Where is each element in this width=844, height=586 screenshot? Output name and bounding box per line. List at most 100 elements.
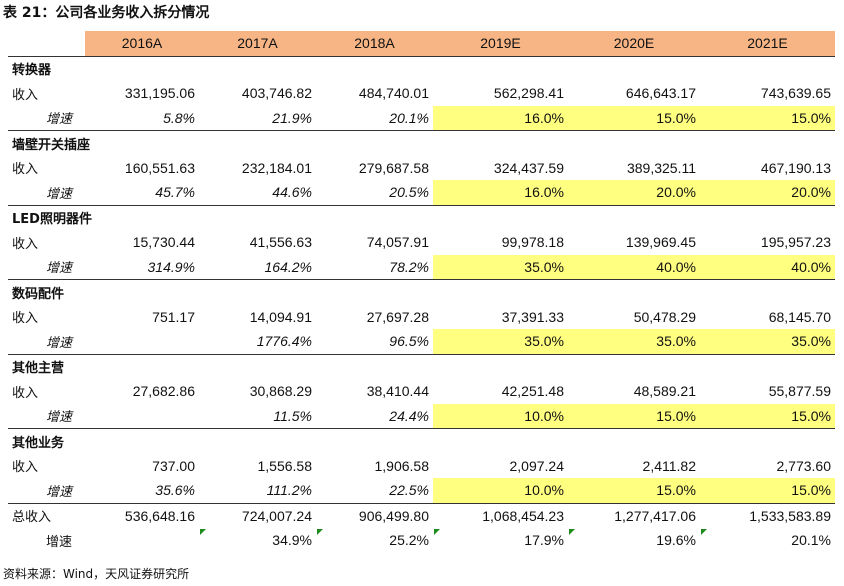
growth-cell: 78.2%	[389, 258, 429, 275]
revenue-cell: 14,094.91	[249, 308, 312, 325]
revenue-cell: 42,251.48	[501, 383, 564, 400]
total-growth-cell: 25.2%	[316, 528, 433, 553]
growth-cell: 96.5%	[389, 333, 429, 350]
total-revenue-cell: 1,533,583.89	[700, 502, 835, 528]
growth-cell	[85, 404, 199, 429]
growth-cell: 44.6%	[272, 184, 312, 201]
growth-cell: 24.4%	[389, 407, 429, 424]
growth-row: 增速 314.9% 164.2% 78.2% 35.0% 40.0% 40.0%	[8, 254, 835, 280]
growth-cell: 10.0%	[433, 403, 568, 429]
growth-cell: 15.0%	[700, 403, 835, 429]
revenue-row: 收入 160,551.63 232,184.01 279,687.58 324,437.…	[8, 156, 835, 181]
table-title: 表 21：公司各业务收入拆分情况	[3, 5, 210, 21]
growth-row: 增速 35.6% 111.2% 22.5% 10.0% 15.0% 15.0%	[8, 478, 835, 503]
header-year: 2020E	[568, 31, 700, 56]
growth-cell: 20.0%	[700, 180, 835, 205]
revenue-label: 收入	[12, 385, 39, 401]
header-year: 2019E	[433, 31, 568, 56]
revenue-cell: 15,730.44	[132, 234, 195, 251]
growth-cell: 15.0%	[568, 403, 700, 429]
revenue-cell: 646,643.17	[625, 85, 696, 102]
total-revenue-label: 总收入	[8, 502, 85, 528]
section-name: 墙壁开关插座	[8, 130, 835, 156]
revenue-cell: 232,184.01	[241, 159, 312, 176]
growth-cell: 35.0%	[433, 329, 568, 354]
growth-cell: 35.0%	[433, 254, 568, 280]
revenue-cell: 50,478.29	[633, 308, 696, 325]
revenue-cell: 562,298.41	[493, 85, 564, 102]
revenue-cell: 403,746.82	[241, 85, 312, 102]
growth-cell: 5.8%	[163, 109, 195, 126]
growth-row: 增速 5.8% 21.9% 20.1% 16.0% 15.0% 15.0%	[8, 105, 835, 131]
revenue-cell: 55,877.59	[768, 383, 831, 400]
revenue-cell: 324,437.59	[493, 159, 564, 176]
growth-label: 增速	[46, 335, 73, 351]
total-revenue-cell: 906,499.80	[316, 502, 433, 528]
revenue-cell: 389,325.11	[626, 159, 696, 176]
total-revenue-cell: 536,648.16	[85, 502, 199, 528]
header-blank-cell	[8, 31, 85, 56]
section-header-row: 墙壁开关插座	[8, 130, 835, 156]
section-header-row: LED照明器件	[8, 204, 835, 230]
revenue-cell: 99,978.18	[501, 234, 564, 251]
section-name: 其他主营	[8, 353, 835, 379]
growth-cell: 35.6%	[155, 482, 195, 499]
growth-row: 增速 11.5% 24.4% 10.0% 15.0% 15.0%	[8, 403, 835, 429]
growth-label: 增速	[46, 112, 73, 128]
total-growth-label: 增速	[46, 534, 73, 550]
total-growth-cell: 34.9%	[199, 528, 316, 553]
growth-cell: 111.2%	[266, 482, 312, 499]
growth-cell: 22.5%	[389, 482, 429, 499]
section-header-row: 数码配件	[8, 279, 835, 305]
revenue-label: 收入	[12, 236, 39, 252]
growth-cell: 40.0%	[568, 254, 700, 280]
revenue-row: 收入 27,682.86 30,868.29 38,410.44 42,251.48 48…	[8, 379, 835, 404]
growth-cell: 40.0%	[700, 254, 835, 280]
revenue-label: 收入	[12, 311, 39, 327]
growth-cell: 15.0%	[700, 105, 835, 131]
revenue-cell: 1,906.58	[374, 457, 430, 474]
header-row: 2016A 2017A 2018A 2019E 2020E 2021E	[8, 31, 835, 56]
revenue-cell: 331,195.06	[124, 85, 195, 102]
total-revenue-cell: 724,007.24	[199, 502, 316, 528]
total-growth-cell: 19.6%	[568, 528, 700, 553]
revenue-cell: 2,097.24	[509, 457, 565, 474]
revenue-cell: 2,773.60	[776, 457, 832, 474]
growth-cell: 11.5%	[273, 407, 312, 424]
growth-label: 增速	[46, 186, 73, 202]
revenue-row: 收入 331,195.06 403,746.82 484,740.01 562,298.…	[8, 81, 835, 106]
revenue-cell: 27,682.86	[132, 383, 195, 400]
growth-cell: 35.0%	[700, 329, 835, 354]
growth-cell: 35.0%	[568, 329, 700, 354]
total-revenue-cell: 1,277,417.06	[568, 502, 700, 528]
revenue-cell: 737.00	[152, 457, 195, 474]
growth-cell: 16.0%	[433, 105, 568, 131]
revenue-cell: 68,145.70	[768, 308, 831, 325]
growth-label: 增速	[46, 261, 73, 277]
header-year: 2017A	[199, 31, 316, 56]
revenue-cell: 2,411.82	[642, 457, 696, 474]
growth-cell: 20.5%	[389, 184, 429, 201]
revenue-cell: 1,556.58	[257, 457, 313, 474]
growth-cell: 15.0%	[700, 478, 835, 503]
total-growth-cell	[85, 528, 199, 553]
growth-cell: 15.0%	[568, 478, 700, 503]
revenue-cell: 279,687.58	[358, 159, 429, 176]
growth-row: 增速 1776.4% 96.5% 35.0% 35.0% 35.0%	[8, 329, 835, 354]
section-header-row: 转换器	[8, 55, 835, 81]
revenue-row: 收入 15,730.44 41,556.63 74,057.91 99,978.18 13…	[8, 230, 835, 255]
revenue-cell: 48,589.21	[633, 383, 696, 400]
revenue-cell: 37,391.33	[501, 308, 564, 325]
section-name: 数码配件	[8, 279, 835, 305]
growth-row: 增速 45.7% 44.6% 20.5% 16.0% 20.0% 20.0%	[8, 180, 835, 205]
revenue-cell: 41,556.63	[249, 234, 312, 251]
revenue-cell: 484,740.01	[358, 85, 429, 102]
growth-cell	[85, 329, 199, 354]
revenue-cell: 195,957.23	[760, 234, 831, 251]
section-header-row: 其他主营	[8, 353, 835, 379]
header-year: 2021E	[700, 31, 835, 56]
section-name: 其他业务	[8, 428, 835, 454]
revenue-cell: 467,190.13	[760, 159, 831, 176]
total-growth-cell: 20.1%	[700, 528, 835, 553]
growth-cell: 20.1%	[389, 109, 429, 126]
